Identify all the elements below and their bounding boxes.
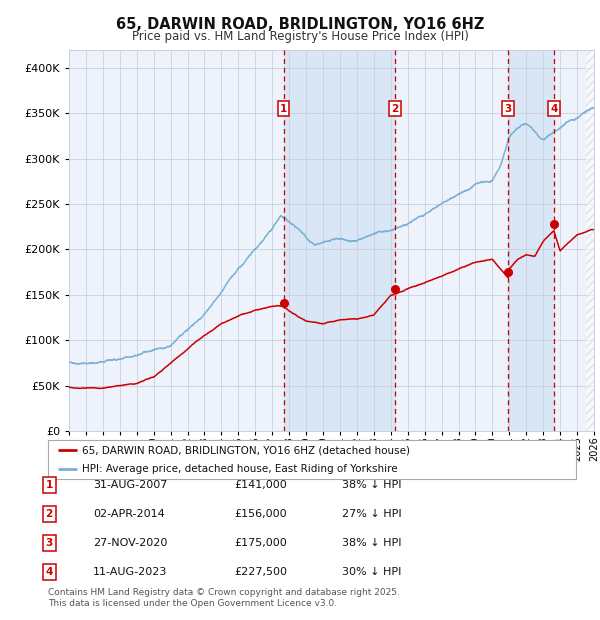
- Text: £227,500: £227,500: [234, 567, 287, 577]
- Text: 27-NOV-2020: 27-NOV-2020: [93, 538, 167, 548]
- Text: 02-APR-2014: 02-APR-2014: [93, 509, 165, 519]
- Text: 4: 4: [46, 567, 53, 577]
- Text: 38% ↓ HPI: 38% ↓ HPI: [342, 480, 401, 490]
- Text: 2: 2: [391, 104, 398, 113]
- Text: 11-AUG-2023: 11-AUG-2023: [93, 567, 167, 577]
- Text: 30% ↓ HPI: 30% ↓ HPI: [342, 567, 401, 577]
- Text: 4: 4: [550, 104, 557, 113]
- Text: 1: 1: [46, 480, 53, 490]
- Text: 27% ↓ HPI: 27% ↓ HPI: [342, 509, 401, 519]
- Text: 65, DARWIN ROAD, BRIDLINGTON, YO16 6HZ: 65, DARWIN ROAD, BRIDLINGTON, YO16 6HZ: [116, 17, 484, 32]
- Text: Contains HM Land Registry data © Crown copyright and database right 2025.
This d: Contains HM Land Registry data © Crown c…: [48, 588, 400, 608]
- Text: £156,000: £156,000: [234, 509, 287, 519]
- Text: 38% ↓ HPI: 38% ↓ HPI: [342, 538, 401, 548]
- Bar: [508, 50, 554, 431]
- Text: 3: 3: [46, 538, 53, 548]
- Bar: [284, 50, 395, 431]
- Text: Price paid vs. HM Land Registry's House Price Index (HPI): Price paid vs. HM Land Registry's House …: [131, 30, 469, 43]
- Text: 65, DARWIN ROAD, BRIDLINGTON, YO16 6HZ (detached house): 65, DARWIN ROAD, BRIDLINGTON, YO16 6HZ (…: [82, 445, 410, 455]
- Text: 31-AUG-2007: 31-AUG-2007: [93, 480, 167, 490]
- Text: 1: 1: [280, 104, 287, 113]
- Text: £141,000: £141,000: [234, 480, 287, 490]
- Text: HPI: Average price, detached house, East Riding of Yorkshire: HPI: Average price, detached house, East…: [82, 464, 398, 474]
- Text: 3: 3: [504, 104, 512, 113]
- Text: £175,000: £175,000: [234, 538, 287, 548]
- Text: 2: 2: [46, 509, 53, 519]
